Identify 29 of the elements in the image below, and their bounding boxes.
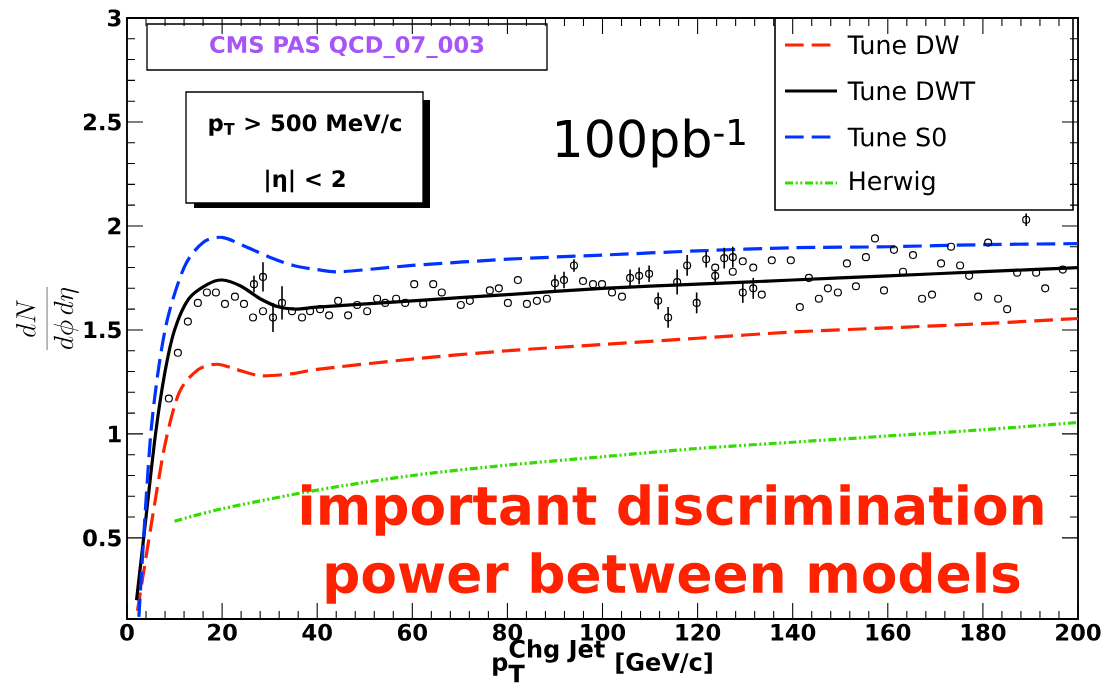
annotation: p$_{T}$ > 500 MeV/c — [209, 114, 401, 136]
x-tick-label: 180 — [961, 623, 1006, 641]
x-tick-label: 160 — [866, 623, 911, 641]
x-tick-label: 80 — [493, 623, 523, 641]
y-tick-label: 3 — [108, 9, 121, 27]
x-tick-label: 0 — [120, 623, 134, 641]
x-tick-label: 140 — [771, 623, 816, 641]
y-tick-label: 2.5 — [83, 113, 121, 131]
x-tick-label: 120 — [676, 623, 721, 641]
x-tick-label: 100 — [581, 623, 626, 641]
y-tick-label: 0.5 — [83, 529, 121, 547]
legend-label: Tune S0 — [847, 127, 946, 147]
y-tick-label: 1.5 — [84, 321, 121, 339]
annotation: CMS PAS QCD_07_003 — [210, 35, 484, 59]
legend-label: Tune DW — [847, 35, 959, 55]
annotation: |η| < 2 — [266, 169, 345, 193]
x-axis-title: $\textbf{p}_{\textbf{T}}^{\textbf{Chg Jet}}\ \textbf{[GeV/c]}$ — [493, 639, 712, 683]
y-axis-title: $\frac{dN}{d\phi\, d\eta}$ — [16, 286, 79, 351]
y-tick-label: 1 — [109, 425, 121, 443]
x-tick-label: 40 — [302, 623, 332, 641]
x-tick-label: 200 — [1056, 623, 1101, 641]
x-tick-label: 20 — [208, 623, 237, 641]
y-tick-label: 2 — [108, 217, 121, 235]
legend-label: Herwig — [850, 170, 935, 196]
annotation: 100pb$^{-1}$ — [557, 118, 745, 168]
annotation: power between models — [326, 552, 1020, 604]
annotation: important discrimination — [301, 484, 1043, 536]
x-tick-label: 60 — [397, 623, 427, 641]
legend-label: Tune DWT — [847, 81, 976, 101]
